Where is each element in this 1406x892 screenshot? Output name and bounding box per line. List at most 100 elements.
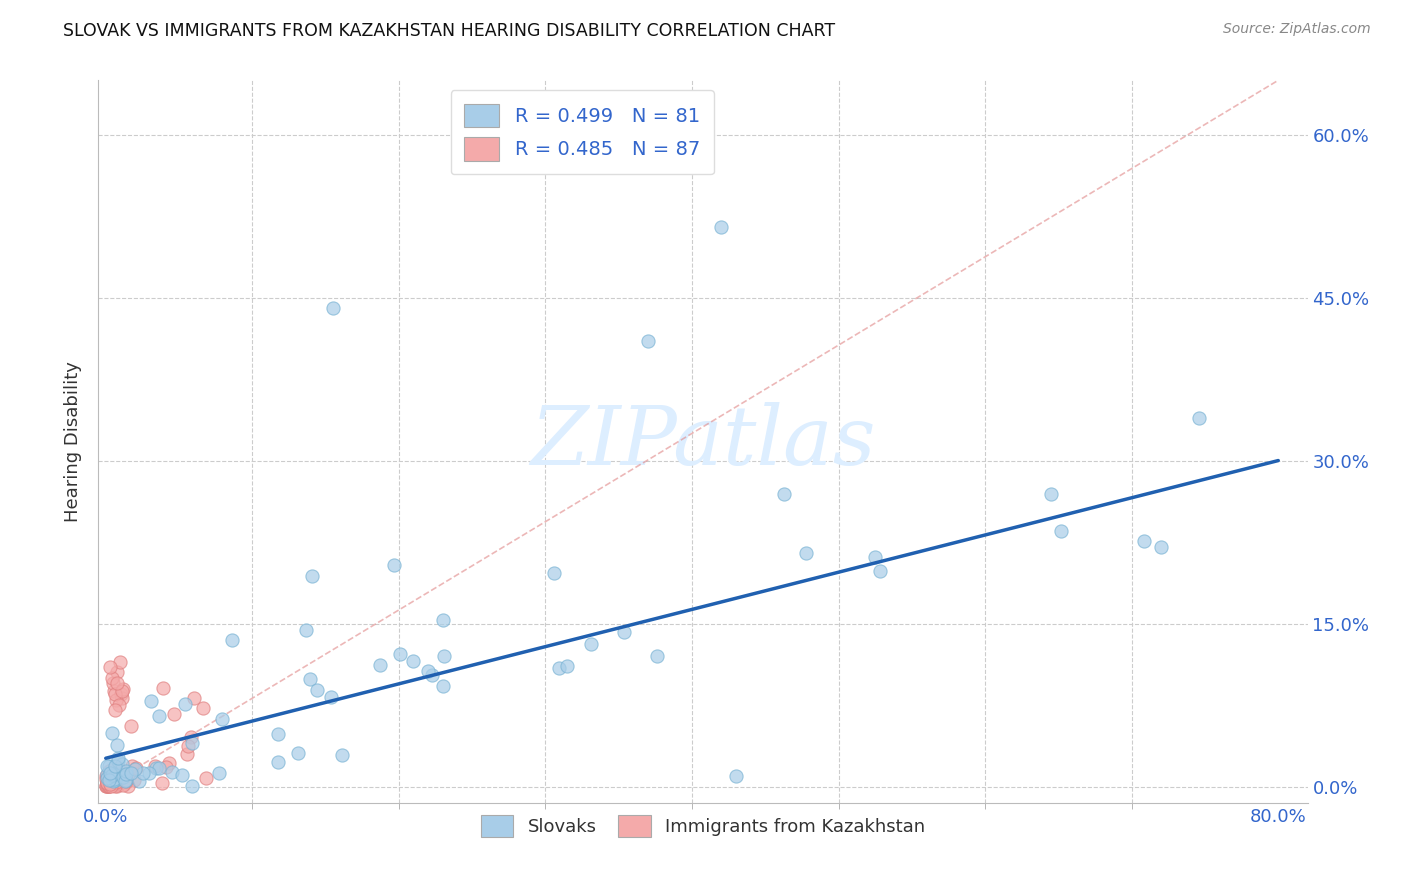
Point [112,681,135,696]
Point [432,613,454,627]
Point [103,687,125,701]
Point [103,703,125,717]
Point [645,649,668,664]
Point [98,764,121,778]
Point [143,759,166,773]
Point [773,487,796,501]
Point [112,770,135,784]
Point [110,655,132,669]
Point [100,769,122,783]
Point [103,778,125,792]
Point [267,755,290,769]
Point [298,672,321,686]
Point [100,767,122,781]
Point [301,569,323,583]
Point [107,754,129,768]
Point [112,771,135,785]
Point [211,713,233,727]
Point [103,772,125,787]
Point [128,773,150,788]
Point [177,739,200,753]
Point [100,776,122,790]
Point [100,768,122,782]
Point [111,770,134,784]
Point [105,738,128,752]
Point [547,661,569,675]
Point [111,757,134,772]
Point [107,767,129,781]
Point [208,765,231,780]
Point [103,767,125,781]
Point [98,777,121,791]
Point [181,735,204,749]
Point [98,779,121,793]
Point [94,772,117,786]
Text: Source: ZipAtlas.com: Source: ZipAtlas.com [1223,22,1371,37]
Point [145,761,167,775]
Point [100,767,122,781]
Point [322,301,344,316]
Point [295,623,318,637]
Y-axis label: Hearing Disability: Hearing Disability [65,361,83,522]
Point [330,747,353,762]
Point [101,768,124,782]
Point [103,772,125,787]
Text: ZIPatlas: ZIPatlas [530,401,876,482]
Point [579,637,602,651]
Point [191,700,214,714]
Point [125,761,148,775]
Point [97,771,120,785]
Point [98,772,121,787]
Point [104,775,127,789]
Point [321,690,343,705]
Point [107,676,129,690]
Point [108,698,131,712]
Point [108,771,131,785]
Point [1040,487,1063,501]
Point [105,779,128,793]
Point [221,633,243,648]
Point [104,773,127,788]
Point [121,759,143,773]
Point [1188,410,1211,425]
Point [104,759,127,773]
Point [96,779,118,793]
Point [432,680,454,694]
Point [100,777,122,791]
Point [97,778,120,792]
Point [101,772,124,786]
Point [100,774,122,789]
Point [121,766,143,780]
Point [114,776,136,790]
Point [796,546,818,560]
Point [96,767,118,781]
Point [101,676,124,690]
Point [267,727,290,741]
Point [97,772,120,787]
Point [98,776,121,790]
Point [111,684,134,698]
Point [307,683,329,698]
Point [122,772,145,787]
Point [100,776,122,790]
Point [176,747,198,762]
Point [97,777,120,791]
Point [613,625,636,640]
Point [104,772,127,787]
Text: SLOVAK VS IMMIGRANTS FROM KAZAKHSTAN HEARING DISABILITY CORRELATION CHART: SLOVAK VS IMMIGRANTS FROM KAZAKHSTAN HEA… [63,22,835,40]
Point [163,706,186,721]
Point [724,769,747,783]
Point [97,758,120,772]
Point [96,759,118,773]
Point [384,558,406,573]
Point [172,768,194,782]
Point [98,772,121,787]
Point [181,780,204,794]
Point [105,692,128,706]
Point [402,654,425,668]
Point [174,697,197,711]
Point [104,776,127,790]
Point [1050,524,1073,538]
Point [96,779,118,793]
Point [637,334,659,348]
